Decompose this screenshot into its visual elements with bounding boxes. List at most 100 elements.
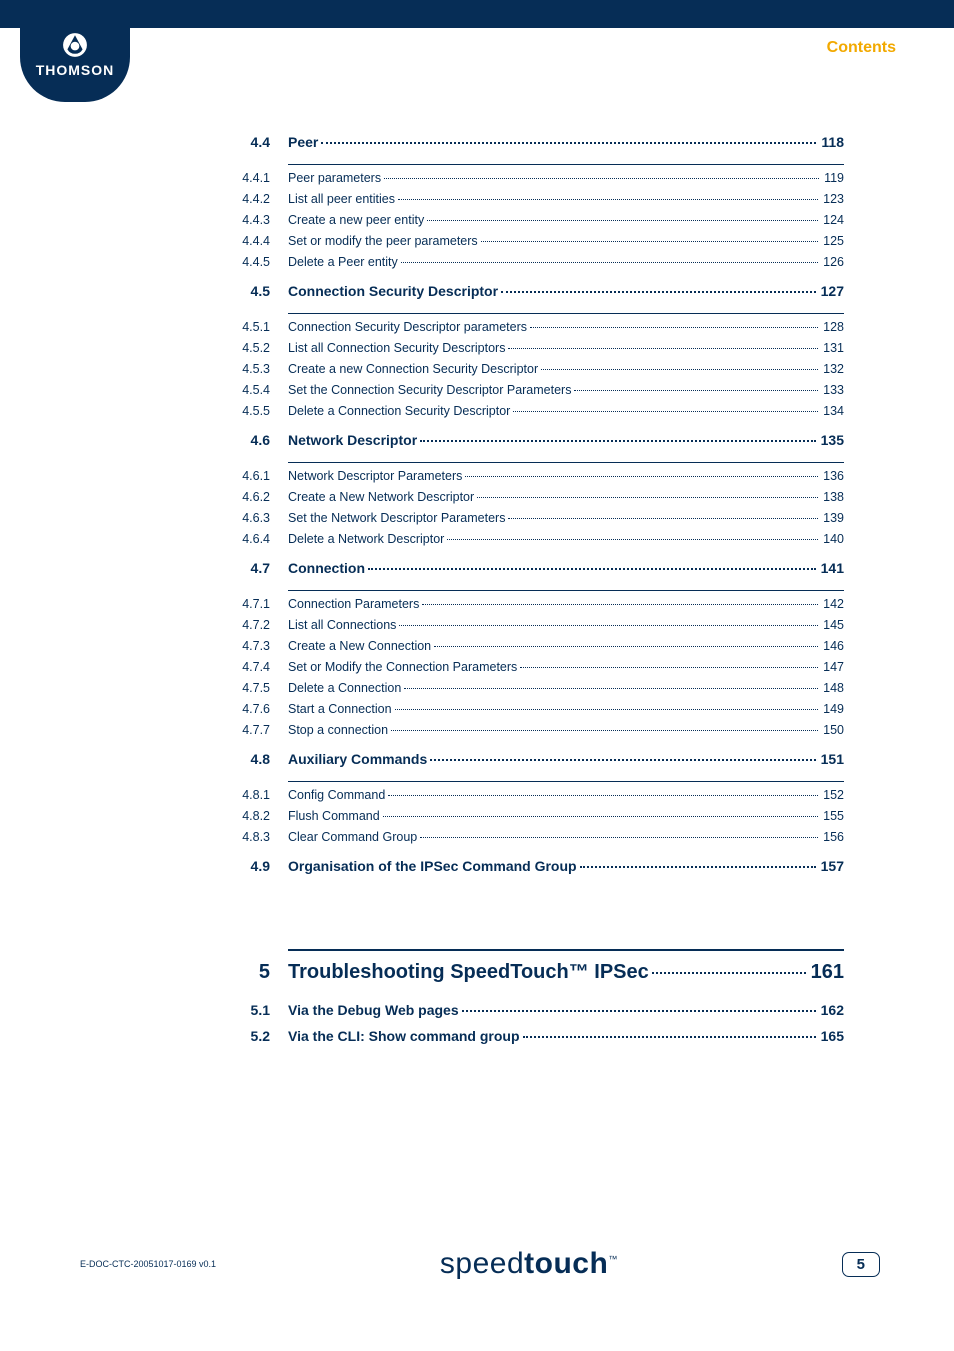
toc-page: 141 [819,560,844,576]
toc-entry: 4.5.5Delete a Connection Security Descri… [228,404,844,418]
toc-page: 136 [821,469,844,483]
toc-title: Set the Connection Security Descriptor P… [288,383,571,397]
toc-number: 4.7.7 [228,723,288,737]
header-bar [0,0,954,28]
trademark-icon: ™ [608,1254,618,1264]
toc-title: List all Connection Security Descriptors [288,341,505,355]
toc-page: 134 [821,404,844,418]
toc-leader [401,262,818,263]
toc-leader [508,518,818,519]
toc-number: 4.7.5 [228,681,288,695]
toc-leader [447,539,818,540]
toc-leader [462,1010,816,1012]
toc-page: 125 [821,234,844,248]
toc-title: Connection Security Descriptor parameter… [288,320,527,334]
toc-title: Clear Command Group [288,830,417,844]
thomson-icon [62,32,88,58]
toc-leader [465,476,818,477]
toc-chapter-heading: 5 Troubleshooting SpeedTouch™ IPSec 161 [228,961,844,984]
toc-leader [404,688,818,689]
toc-entry: 4.4.2List all peer entities123 [228,192,844,206]
toc-leader [422,604,818,605]
toc-leader [541,369,818,370]
toc-title: Via the Debug Web pages [288,1002,459,1018]
toc-number: 4.5 [228,283,288,299]
toc-page: 149 [821,702,844,716]
section-divider [288,164,844,165]
toc-leader [398,199,818,200]
toc-leader [321,142,816,144]
toc-sub-heading: 5.2 Via the CLI: Show command group 165 [228,1028,844,1044]
brand-bold: touch [524,1247,608,1280]
toc-page: 128 [821,320,844,334]
brand-name: THOMSON [36,62,115,78]
toc-title: Network Descriptor Parameters [288,469,462,483]
toc-leader [580,866,816,868]
section-divider [288,462,844,463]
toc-page: 148 [821,681,844,695]
toc-page: 138 [821,490,844,504]
toc-leader [420,440,815,442]
toc-entry: 4.5.3Create a new Connection Security De… [228,362,844,376]
toc-number: 4.7.3 [228,639,288,653]
toc-leader [530,327,818,328]
toc-entry: 4.4.3Create a new peer entity124 [228,213,844,227]
document-id: E-DOC-CTC-20051017-0169 v0.1 [80,1259,216,1269]
toc-page: 135 [819,432,844,448]
section-divider [288,313,844,314]
toc-page: 123 [821,192,844,206]
toc-page: 152 [821,788,844,802]
toc-title: Connection Parameters [288,597,419,611]
toc-title: Network Descriptor [288,432,417,448]
toc-number: 4.4.3 [228,213,288,227]
toc-page: 155 [821,809,844,823]
toc-number: 5.2 [228,1028,288,1044]
brand-light: speed [440,1247,524,1280]
toc-leader [427,220,818,221]
toc-entry: 4.6.3Set the Network Descriptor Paramete… [228,511,844,525]
toc-number: 4.7.2 [228,618,288,632]
toc-entry: 4.7.5Delete a Connection148 [228,681,844,695]
toc-title: Set the Network Descriptor Parameters [288,511,505,525]
toc-page: 132 [821,362,844,376]
toc-page: 147 [821,660,844,674]
toc-title: Via the CLI: Show command group [288,1028,520,1044]
toc-leader [477,497,818,498]
toc-entry: 4.7.7Stop a connection150 [228,723,844,737]
toc-leader [434,646,818,647]
toc-title: List all Connections [288,618,396,632]
toc-page: 119 [822,171,844,185]
toc-page: 161 [809,961,844,984]
toc-title: Connection [288,560,365,576]
toc-number: 4.7 [228,560,288,576]
toc-entry: 4.8.3Clear Command Group156 [228,830,844,844]
toc-leader [384,178,819,179]
toc-number: 4.5.1 [228,320,288,334]
toc-number: 4.8.1 [228,788,288,802]
toc-chapter-block: 5 Troubleshooting SpeedTouch™ IPSec 161 … [228,949,844,1044]
toc-number: 4.4.1 [228,171,288,185]
toc-title: Flush Command [288,809,380,823]
toc-number: 4.6 [228,432,288,448]
toc-section-heading: 4.4 Peer 118 [228,134,844,150]
toc-page: 126 [821,255,844,269]
toc-leader [368,568,816,570]
toc-entry: 4.8.1Config Command152 [228,788,844,802]
toc-title: Peer [288,134,318,150]
toc-title: Start a Connection [288,702,392,716]
toc-section-heading: 4.8 Auxiliary Commands 151 [228,751,844,767]
toc-title: Create a new Connection Security Descrip… [288,362,538,376]
toc-number: 4.6.1 [228,469,288,483]
toc-entry: 4.7.6Start a Connection149 [228,702,844,716]
toc-title: Connection Security Descriptor [288,283,498,299]
toc-number: 4.6.4 [228,532,288,546]
toc-number: 4.5.4 [228,383,288,397]
toc-entry: 4.6.2Create a New Network Descriptor138 [228,490,844,504]
toc-leader [388,795,818,796]
toc-title: Set or modify the peer parameters [288,234,478,248]
toc-page: 165 [819,1028,844,1044]
toc-entry: 4.8.2Flush Command155 [228,809,844,823]
page-section-label: Contents [827,39,896,57]
toc-number: 4.6.3 [228,511,288,525]
toc-leader [513,411,818,412]
